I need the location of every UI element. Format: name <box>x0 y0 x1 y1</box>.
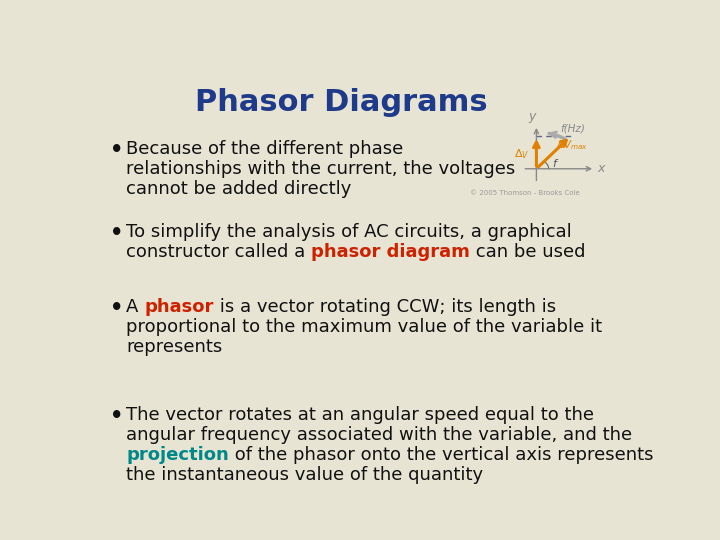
Text: To simplify the analysis of AC circuits, a graphical: To simplify the analysis of AC circuits,… <box>126 223 572 241</box>
Text: The vector rotates at an angular speed equal to the: The vector rotates at an angular speed e… <box>126 406 594 424</box>
Text: angular frequency associated with the variable, and the: angular frequency associated with the va… <box>126 426 632 444</box>
Text: phasor diagram: phasor diagram <box>311 243 470 261</box>
Text: represents: represents <box>126 338 222 355</box>
Text: cannot be added directly: cannot be added directly <box>126 180 351 198</box>
Text: proportional to the maximum value of the variable it: proportional to the maximum value of the… <box>126 318 603 335</box>
Text: is a vector rotating CCW; its length is: is a vector rotating CCW; its length is <box>214 298 556 316</box>
Text: can be used: can be used <box>470 243 585 261</box>
Text: the instantaneous value of the quantity: the instantaneous value of the quantity <box>126 465 483 484</box>
Text: y: y <box>528 110 536 123</box>
Text: relationships with the current, the voltages: relationships with the current, the volt… <box>126 160 516 178</box>
Text: A: A <box>126 298 145 316</box>
Text: Because of the different phase: Because of the different phase <box>126 140 403 158</box>
Text: x: x <box>598 162 605 176</box>
Text: phasor: phasor <box>145 298 214 316</box>
Text: of the phasor onto the vertical axis represents: of the phasor onto the vertical axis rep… <box>229 446 654 464</box>
Text: •: • <box>109 223 123 243</box>
Text: •: • <box>109 298 123 318</box>
Text: © 2005 Thomson - Brooks Cole: © 2005 Thomson - Brooks Cole <box>470 191 580 197</box>
Text: •: • <box>109 406 123 426</box>
Text: •: • <box>109 140 123 160</box>
Text: f: f <box>552 159 557 169</box>
Text: constructor called a: constructor called a <box>126 243 311 261</box>
Text: f(Hz): f(Hz) <box>561 124 585 134</box>
Text: $\Delta V_{max}$: $\Delta V_{max}$ <box>557 138 588 152</box>
Text: projection: projection <box>126 446 229 464</box>
Text: $\Delta_V$: $\Delta_V$ <box>514 147 530 161</box>
Text: Phasor Diagrams: Phasor Diagrams <box>195 87 487 117</box>
